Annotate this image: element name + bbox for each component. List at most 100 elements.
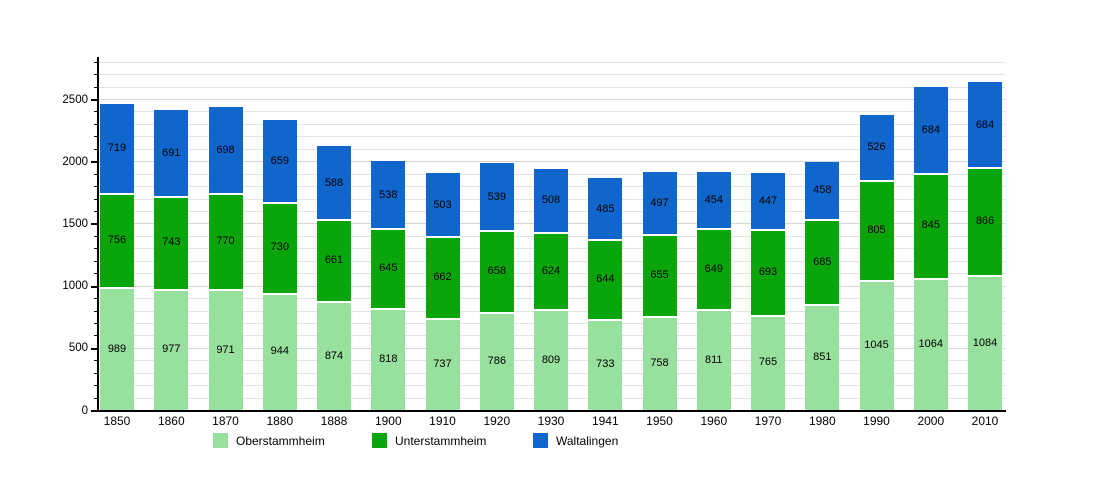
bar-value-unterstammheim-1870: 770 bbox=[216, 235, 235, 248]
y-tick-2100 bbox=[94, 148, 98, 150]
bar-value-oberstammheim-1970: 765 bbox=[758, 356, 778, 369]
y-tick-1500 bbox=[91, 223, 98, 226]
bar-value-unterstammheim-1850: 756 bbox=[107, 233, 127, 246]
bar-value-waltalingen-1941: 485 bbox=[596, 202, 615, 215]
y-tick-700 bbox=[94, 322, 98, 324]
y-tick-300 bbox=[94, 372, 98, 374]
bar-value-waltalingen-1920: 539 bbox=[487, 190, 506, 203]
bar-value-waltalingen-1970: 447 bbox=[758, 194, 778, 207]
x-axis-label-1930: 1930 bbox=[537, 414, 565, 428]
x-axis-label-1920: 1920 bbox=[483, 414, 511, 428]
y-tick-2600 bbox=[94, 86, 98, 88]
y-tick-2200 bbox=[94, 136, 98, 138]
y-tick-2400 bbox=[94, 111, 98, 113]
bar-value-unterstammheim-2000: 845 bbox=[921, 219, 940, 232]
bar-value-waltalingen-1980: 458 bbox=[813, 184, 832, 197]
x-axis-line bbox=[97, 410, 1006, 412]
bar-segment-oberstammheim-1970 bbox=[751, 314, 785, 410]
y-axis-label-1500: 1500 bbox=[62, 217, 88, 230]
bar-segment-oberstammheim-2010 bbox=[968, 275, 1002, 410]
bar-value-waltalingen-1900: 538 bbox=[379, 188, 398, 201]
bar-value-unterstammheim-1900: 645 bbox=[379, 262, 398, 275]
bar-segment-unterstammheim-1850 bbox=[100, 193, 134, 287]
gridline-2100 bbox=[98, 148, 1005, 150]
bar-value-waltalingen-1870: 698 bbox=[216, 144, 235, 156]
x-axis-label-1900: 1900 bbox=[374, 414, 402, 428]
y-tick-1800 bbox=[94, 186, 98, 188]
y-tick-2500 bbox=[91, 99, 98, 101]
bar-value-unterstammheim-1930: 624 bbox=[541, 264, 561, 277]
bar-segment-oberstammheim-1941 bbox=[588, 318, 623, 410]
y-tick-500 bbox=[91, 347, 98, 350]
bar-segment-unterstammheim-1880 bbox=[262, 201, 297, 293]
y-tick-2000 bbox=[91, 161, 98, 164]
bar-segment-unterstammheim-1980 bbox=[805, 218, 840, 305]
bar-segment-oberstammheim-1930 bbox=[534, 309, 568, 410]
bar-segment-unterstammheim-1950 bbox=[642, 234, 677, 316]
bar-value-waltalingen-1888: 588 bbox=[324, 176, 344, 189]
bar-segment-unterstammheim-1960 bbox=[696, 228, 731, 310]
legend-label-unterstammheim: Unterstammheim bbox=[395, 434, 487, 448]
bar-segment-waltalingen-1980 bbox=[805, 161, 840, 219]
bar-segment-oberstammheim-1960 bbox=[696, 309, 731, 410]
bar-segment-waltalingen-1920 bbox=[479, 163, 514, 231]
bar-segment-waltalingen-1970 bbox=[751, 173, 785, 229]
x-axis-label-2010: 2010 bbox=[971, 414, 999, 428]
bar-value-unterstammheim-1960: 649 bbox=[704, 262, 723, 275]
bar-value-unterstammheim-1950: 655 bbox=[650, 269, 669, 281]
y-tick-1900 bbox=[94, 173, 98, 175]
gridline-2600 bbox=[98, 86, 1005, 88]
gridline-2700 bbox=[98, 74, 1005, 76]
bar-segment-waltalingen-1960 bbox=[696, 171, 731, 229]
bar-value-waltalingen-1990: 526 bbox=[867, 141, 886, 154]
bar-segment-oberstammheim-1980 bbox=[805, 304, 840, 410]
bar-segment-waltalingen-1870 bbox=[208, 106, 243, 194]
x-axis-label-1870: 1870 bbox=[212, 414, 239, 428]
bar-segment-waltalingen-1910 bbox=[425, 173, 460, 236]
y-tick-400 bbox=[94, 360, 98, 362]
bar-segment-oberstammheim-1900 bbox=[371, 308, 406, 410]
bar-value-waltalingen-1860: 691 bbox=[162, 147, 181, 160]
gridline-2000 bbox=[98, 161, 1005, 163]
bar-segment-waltalingen-1850 bbox=[100, 103, 134, 193]
bar-segment-waltalingen-1860 bbox=[154, 110, 189, 196]
bar-value-oberstammheim-1910: 737 bbox=[433, 358, 452, 371]
x-axis-label-1880: 1880 bbox=[266, 414, 294, 428]
bar-value-unterstammheim-1880: 730 bbox=[270, 241, 289, 254]
bar-segment-waltalingen-2010 bbox=[968, 82, 1002, 168]
y-tick-1400 bbox=[94, 235, 98, 237]
bar-segment-unterstammheim-2010 bbox=[968, 167, 1002, 276]
bar-segment-unterstammheim-1941 bbox=[588, 238, 623, 319]
bar-segment-waltalingen-1900 bbox=[371, 161, 406, 228]
bar-segment-oberstammheim-1850 bbox=[100, 287, 134, 410]
bar-value-unterstammheim-1970: 693 bbox=[758, 265, 778, 278]
x-axis-label-2000: 2000 bbox=[917, 414, 945, 428]
bar-segment-unterstammheim-1990 bbox=[859, 179, 894, 280]
bar-segment-unterstammheim-1870 bbox=[208, 193, 243, 290]
bar-value-oberstammheim-1980: 851 bbox=[813, 351, 832, 364]
bar-value-oberstammheim-1888: 874 bbox=[324, 349, 344, 362]
bar-value-oberstammheim-1990: 1045 bbox=[864, 339, 889, 351]
bar-segment-oberstammheim-1990 bbox=[859, 280, 894, 410]
y-tick-1000 bbox=[91, 285, 98, 288]
gridline-2500 bbox=[98, 99, 1005, 100]
bar-value-oberstammheim-1960: 811 bbox=[705, 353, 723, 366]
x-axis-label-1910: 1910 bbox=[429, 414, 456, 428]
bar-value-unterstammheim-1910: 662 bbox=[433, 271, 452, 284]
bar-segment-waltalingen-1880 bbox=[262, 119, 297, 202]
bar-segment-waltalingen-2000 bbox=[913, 87, 948, 173]
y-axis-label-0: 0 bbox=[81, 404, 88, 417]
bar-value-oberstammheim-1870: 971 bbox=[216, 343, 235, 356]
bar-segment-oberstammheim-1920 bbox=[479, 312, 514, 410]
y-tick-1600 bbox=[94, 211, 98, 212]
bar-value-unterstammheim-2010: 866 bbox=[975, 215, 995, 228]
y-tick-2300 bbox=[94, 123, 98, 125]
y-tick-100 bbox=[94, 397, 98, 399]
legend-swatch-icon bbox=[213, 433, 228, 448]
x-axis-label-1960: 1960 bbox=[700, 414, 728, 428]
bar-segment-waltalingen-1941 bbox=[588, 178, 623, 239]
y-axis-label-500: 500 bbox=[68, 342, 88, 355]
y-tick-900 bbox=[94, 298, 98, 299]
bar-segment-oberstammheim-1910 bbox=[425, 318, 460, 410]
